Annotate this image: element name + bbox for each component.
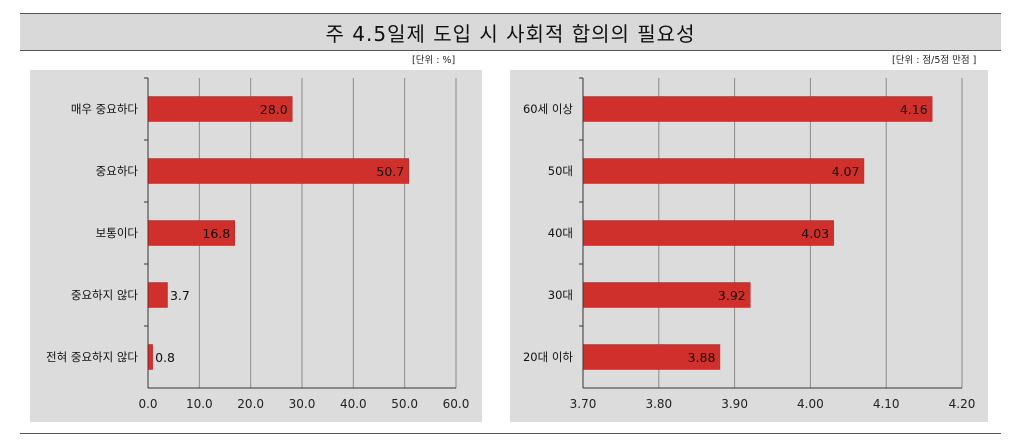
data-label: 4.03 — [801, 226, 829, 241]
chart-title: 주 4.5일제 도입 시 사회적 합의의 필요성 — [20, 13, 1001, 51]
data-label: 3.88 — [688, 350, 716, 365]
bar — [583, 96, 933, 122]
category-label: 40대 — [548, 226, 573, 240]
x-tick-label: 40.0 — [340, 397, 367, 411]
chart-panel-right: 3.70 3.80 3.90 4.00 4.10 4.20 60세 이상 4.16 50대 4.0… — [510, 70, 988, 422]
data-label: 0.8 — [155, 350, 175, 365]
x-tick-label: 3.90 — [721, 397, 748, 411]
x-tick-label: 3.70 — [570, 397, 597, 411]
data-label: 4.07 — [832, 164, 860, 179]
bar — [583, 282, 751, 308]
category-label: 중요하지 않다 — [71, 288, 139, 302]
category-label: 매우 중요하다 — [71, 102, 139, 116]
data-label: 50.7 — [376, 164, 404, 179]
bar-chart-importance: 0.0 10.0 20.0 30.0 40.0 50.0 60.0 매우 중요하다 28.0 중요… — [46, 77, 470, 411]
category-label: 중요하다 — [96, 164, 139, 178]
category-label: 20대 이하 — [523, 350, 573, 364]
x-tick-label: 4.00 — [797, 397, 824, 411]
bar — [148, 220, 235, 246]
category-label: 보통이다 — [96, 226, 139, 240]
data-label: 16.8 — [202, 226, 230, 241]
data-label: 4.16 — [900, 102, 928, 117]
bar-chart-age-groups: 3.70 3.80 3.90 4.00 4.10 4.20 60세 이상 4.16 50대 4.0… — [523, 77, 976, 411]
data-label: 28.0 — [260, 102, 288, 117]
x-tick-label: 20.0 — [237, 397, 264, 411]
category-label: 50대 — [548, 164, 573, 178]
x-tick-label: 3.80 — [645, 397, 672, 411]
bar — [148, 344, 153, 370]
unit-label-right: [단위 : 점/5점 만점 ] — [892, 55, 977, 66]
data-label: 3.7 — [170, 288, 190, 303]
unit-label-left: [단위 : %] — [412, 55, 456, 66]
category-label: 60세 이상 — [523, 102, 573, 116]
x-tick-label: 4.20 — [949, 397, 976, 411]
bar — [583, 158, 865, 184]
x-tick-label: 0.0 — [138, 397, 157, 411]
x-tick-label: 30.0 — [289, 397, 316, 411]
bar — [583, 344, 721, 370]
bar — [148, 96, 293, 122]
category-label: 전혀 중요하지 않다 — [46, 350, 138, 364]
bar — [148, 282, 168, 308]
x-tick-label: 10.0 — [186, 397, 213, 411]
bar — [148, 158, 410, 184]
x-tick-label: 50.0 — [391, 397, 418, 411]
data-label: 3.92 — [718, 288, 746, 303]
bottom-divider — [20, 433, 1001, 434]
chart-panel-left: 0.0 10.0 20.0 30.0 40.0 50.0 60.0 매우 중요하다 28.0 중요… — [30, 70, 482, 422]
bar — [583, 220, 834, 246]
x-tick-label: 4.10 — [873, 397, 900, 411]
category-label: 30대 — [548, 288, 573, 302]
x-tick-label: 60.0 — [443, 397, 470, 411]
